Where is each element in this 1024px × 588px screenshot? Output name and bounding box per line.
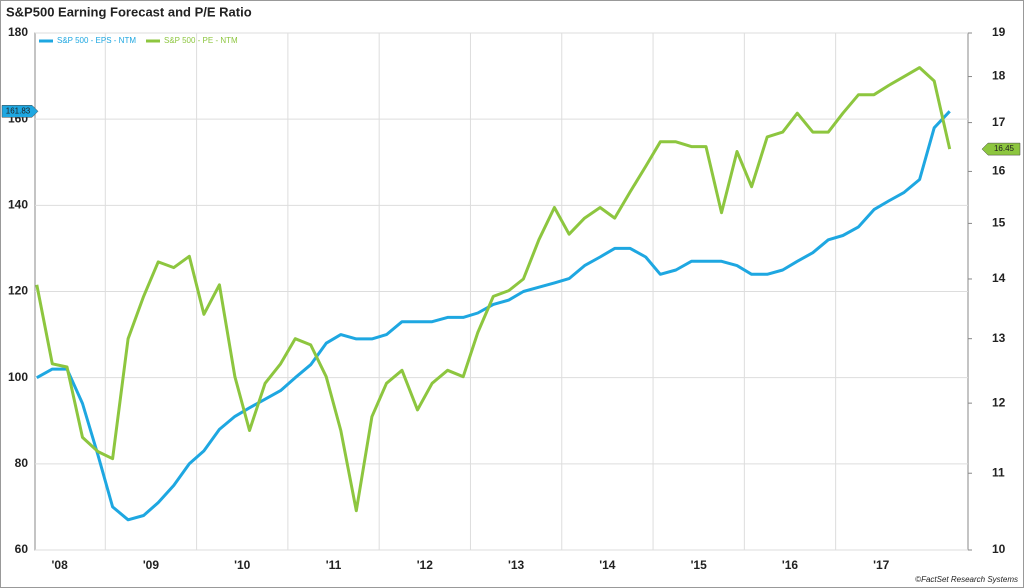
- x-tick-label: '13: [508, 558, 525, 572]
- x-tick-label: '16: [782, 558, 799, 572]
- y2-tick-label: 12: [992, 395, 1006, 409]
- y2-tick-label: 14: [992, 271, 1006, 285]
- chart-title: S&P500 Earning Forecast and P/E Ratio: [6, 4, 252, 19]
- source: ©FactSet Research Systems: [915, 575, 1018, 584]
- y-tick-label: 140: [8, 198, 28, 212]
- y-tick-label: 100: [8, 370, 28, 384]
- x-tick-label: '08: [52, 558, 69, 572]
- y2-tick-label: 19: [992, 25, 1006, 39]
- y2-tick-label: 10: [992, 542, 1006, 556]
- y2-tick-label: 17: [992, 115, 1006, 129]
- legend-label: S&P 500 - EPS - NTM: [57, 36, 136, 45]
- x-tick-label: '09: [143, 558, 160, 572]
- y2-tick-label: 13: [992, 331, 1006, 345]
- y2-tick-label: 16: [992, 164, 1006, 178]
- y2-tick-label: 15: [992, 216, 1006, 230]
- x-tick-label: '10: [234, 558, 251, 572]
- y-tick-label: 60: [15, 542, 29, 556]
- value-label: 16.45: [994, 144, 1015, 153]
- y-tick-label: 180: [8, 25, 28, 39]
- value-label: 161.83: [6, 106, 31, 115]
- y2-tick-label: 18: [992, 69, 1006, 83]
- value-flag: [981, 142, 1021, 156]
- x-tick-label: '12: [417, 558, 434, 572]
- x-tick-label: '15: [691, 558, 708, 572]
- x-tick-label: '14: [599, 558, 616, 572]
- y-tick-label: 120: [8, 284, 28, 298]
- x-tick-label: '17: [873, 558, 890, 572]
- legend-label: S&P 500 - PE - NTM: [164, 36, 238, 45]
- value-flag: [1, 105, 39, 118]
- line-series: [35, 66, 952, 513]
- line-series: [36, 110, 951, 522]
- x-tick-label: '11: [326, 558, 342, 572]
- y-tick-label: 80: [15, 456, 29, 470]
- y2-tick-label: 11: [992, 465, 1005, 479]
